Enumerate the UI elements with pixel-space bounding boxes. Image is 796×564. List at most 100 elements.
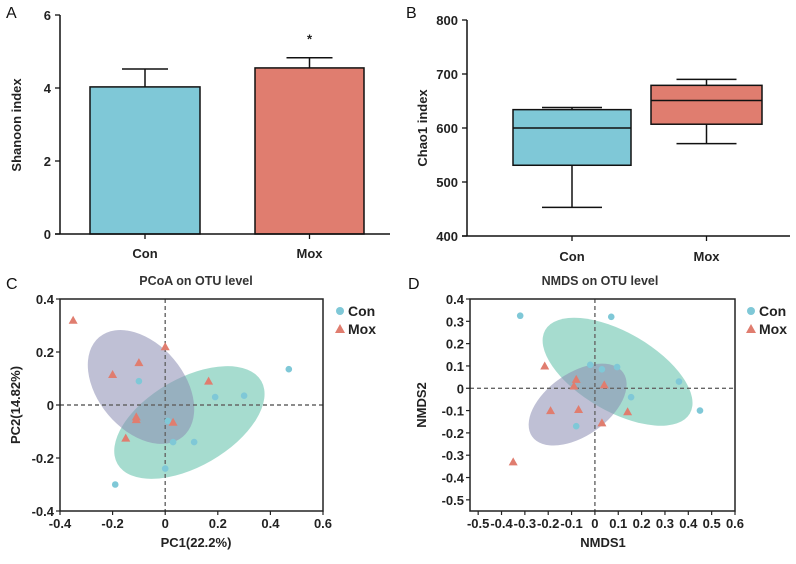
box-mox xyxy=(650,84,763,125)
point-mox xyxy=(574,404,584,413)
legend-label-mox: Mox xyxy=(759,321,787,337)
legend-marker-mox xyxy=(335,324,345,333)
point-con xyxy=(586,361,594,369)
x-tick-label: -0.4 xyxy=(490,516,513,531)
x-tick-label: 0.4 xyxy=(261,516,280,531)
x-tick-label: 0 xyxy=(162,516,169,531)
x-tick-label: Con xyxy=(132,246,157,261)
y-tick-label: 0.2 xyxy=(446,337,464,352)
legend-marker-con xyxy=(336,307,344,315)
x-tick-label: 0.3 xyxy=(656,516,674,531)
x-tick-label: Mox xyxy=(297,246,324,261)
x-tick-label: 0.1 xyxy=(609,516,627,531)
y-tick-label: 0.4 xyxy=(36,292,55,307)
x-tick-label: -0.2 xyxy=(537,516,559,531)
panel-d-ylabel: NMDS2 xyxy=(414,382,429,428)
x-tick-label: Mox xyxy=(694,249,721,264)
point-con xyxy=(627,393,635,401)
point-mox xyxy=(571,374,581,383)
panel-a-ylabel: Shanoon index xyxy=(9,78,24,172)
panel-c-title: PCoA on OTU level xyxy=(139,274,252,288)
y-tick-label: 800 xyxy=(436,13,458,28)
y-tick-label: -0.2 xyxy=(442,426,464,441)
y-tick-label: 4 xyxy=(44,81,52,96)
x-tick-label: 0.6 xyxy=(314,516,332,531)
panel-d-xlabel: NMDS1 xyxy=(580,535,626,550)
y-tick-label: 700 xyxy=(436,67,458,82)
y-tick-label: 6 xyxy=(44,8,51,23)
y-tick-label: -0.4 xyxy=(32,504,55,519)
y-tick-label: 0 xyxy=(457,381,464,396)
point-mox xyxy=(508,457,518,466)
bar-mox xyxy=(254,67,365,235)
y-tick-label: -0.4 xyxy=(442,471,465,486)
point-mox xyxy=(168,417,178,426)
y-tick-label: -0.3 xyxy=(442,448,464,463)
point-mox xyxy=(204,376,214,385)
legend-label-con: Con xyxy=(348,303,375,319)
y-tick-label: -0.1 xyxy=(442,404,464,419)
y-tick-label: 400 xyxy=(436,229,458,244)
confidence-ellipse-mox xyxy=(87,330,195,444)
point-mox xyxy=(68,315,78,324)
x-tick-label: -0.1 xyxy=(560,516,582,531)
bar-con xyxy=(89,86,201,235)
point-con xyxy=(161,465,169,472)
y-tick-label: 0.1 xyxy=(446,359,464,374)
point-mox xyxy=(623,407,633,416)
point-con xyxy=(164,417,172,425)
panel-c-xlabel: PC1(22.2%) xyxy=(161,535,232,550)
point-mox xyxy=(121,433,131,442)
point-con xyxy=(598,365,606,373)
point-con xyxy=(613,363,621,371)
point-mox xyxy=(131,415,141,424)
y-tick-label: 0.4 xyxy=(446,292,465,307)
point-con xyxy=(516,312,524,320)
point-mox xyxy=(569,381,579,390)
y-tick-label: 0.2 xyxy=(36,345,54,360)
x-tick-label: 0 xyxy=(591,516,598,531)
plot-frame xyxy=(469,298,736,512)
panel-label-a: A xyxy=(6,5,17,22)
point-mox xyxy=(134,358,144,367)
point-con xyxy=(607,313,615,321)
legend-label-mox: Mox xyxy=(348,321,376,337)
point-con xyxy=(675,378,683,385)
point-mox xyxy=(108,370,118,379)
y-tick-label: 500 xyxy=(436,175,458,190)
point-con xyxy=(285,365,293,373)
point-mox xyxy=(540,361,550,370)
y-tick-label: 0 xyxy=(47,398,54,413)
legend-marker-mox xyxy=(746,324,756,333)
y-tick-label: -0.5 xyxy=(442,493,464,508)
point-mox xyxy=(597,418,607,427)
point-con xyxy=(135,377,143,385)
legend-label-con: Con xyxy=(759,303,786,319)
x-tick-label: -0.4 xyxy=(49,516,72,531)
panel-c-ylabel: PC2(14.82%) xyxy=(8,366,23,444)
x-tick-label: 0.4 xyxy=(679,516,698,531)
x-tick-label: Con xyxy=(559,249,584,264)
y-tick-label: 0.3 xyxy=(446,314,464,329)
x-tick-label: -0.3 xyxy=(514,516,536,531)
x-tick-label: 0.2 xyxy=(209,516,227,531)
panel-b-ylabel: Chao1 index xyxy=(415,89,430,167)
significance-marker: * xyxy=(307,32,313,47)
box-con xyxy=(512,108,632,167)
point-mox xyxy=(160,342,170,351)
y-tick-label: -0.2 xyxy=(32,451,54,466)
panel-label-d: D xyxy=(408,276,420,293)
legend-marker-con xyxy=(747,307,755,315)
x-tick-label: 0.2 xyxy=(633,516,651,531)
point-con xyxy=(240,392,248,400)
point-mox xyxy=(599,380,609,389)
y-tick-label: 600 xyxy=(436,121,458,136)
panel-label-b: B xyxy=(406,5,417,22)
point-con xyxy=(169,438,177,446)
point-con xyxy=(111,481,119,488)
x-tick-label: -0.5 xyxy=(467,516,489,531)
x-tick-label: -0.2 xyxy=(101,516,123,531)
panel-d-title: NMDS on OTU level xyxy=(542,274,659,288)
y-tick-label: 0 xyxy=(44,227,51,242)
